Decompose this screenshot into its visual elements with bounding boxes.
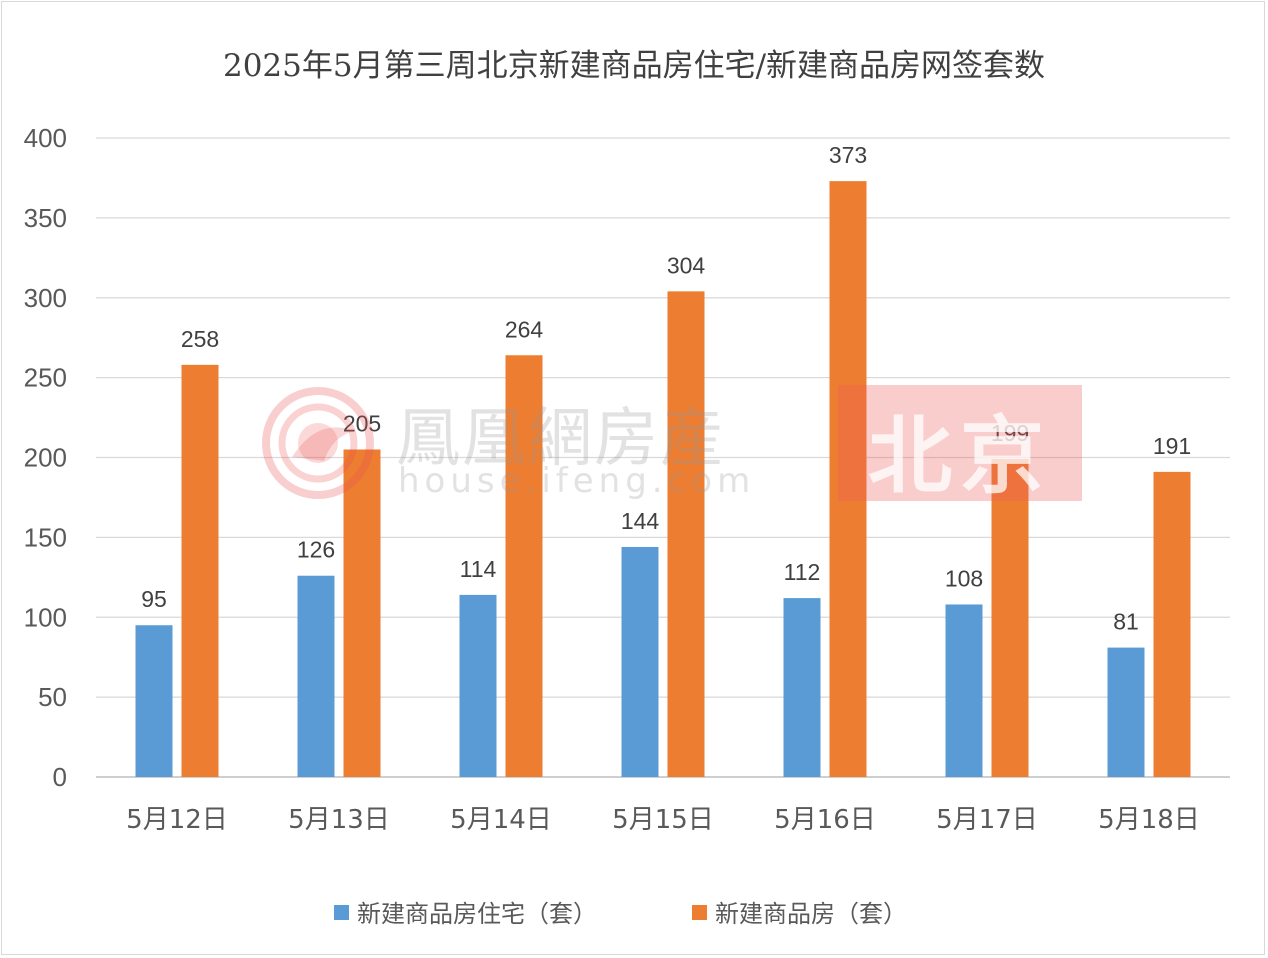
y-tick-label: 100 — [24, 602, 67, 632]
x-tick-label: 5月13日 — [288, 805, 390, 835]
x-tick-label: 5月17日 — [936, 805, 1038, 835]
y-tick-label: 400 — [24, 123, 67, 153]
data-label: 144 — [621, 508, 660, 534]
bar-total — [181, 364, 219, 777]
data-label: 373 — [829, 142, 867, 168]
x-tick-label: 5月15日 — [612, 805, 714, 835]
bar-residential — [1107, 647, 1145, 777]
x-tick-label: 5月16日 — [774, 805, 876, 835]
x-tick-label: 5月18日 — [1098, 805, 1200, 835]
bar-residential — [459, 594, 497, 777]
legend-swatch — [692, 905, 707, 920]
y-tick-label: 0 — [53, 762, 67, 792]
gridlines — [96, 137, 1230, 778]
bar-total — [829, 181, 867, 777]
y-axis-ticks: 0 50 100 150 200 250 300 350 400 — [24, 123, 67, 792]
bars — [135, 181, 1191, 777]
data-label: 264 — [505, 316, 544, 342]
y-tick-label: 350 — [24, 203, 67, 233]
bar-total — [1153, 471, 1191, 777]
x-tick-label: 5月12日 — [126, 805, 228, 835]
legend-label: 新建商品房（套） — [715, 900, 907, 928]
x-tick-label: 5月14日 — [450, 805, 552, 835]
bar-residential — [297, 575, 335, 777]
y-tick-label: 150 — [24, 522, 67, 552]
data-label: 108 — [945, 565, 983, 591]
bar-total — [505, 355, 543, 777]
legend-label: 新建商品房住宅（套） — [357, 900, 597, 928]
data-label: 205 — [343, 411, 381, 437]
legend-swatch — [334, 905, 349, 920]
bar-total — [343, 449, 381, 777]
data-label: 81 — [1113, 609, 1139, 635]
data-label: 304 — [667, 252, 706, 278]
bar-residential — [945, 604, 983, 777]
data-label: 95 — [141, 586, 167, 612]
data-label: 258 — [181, 326, 219, 352]
legend: 新建商品房住宅（套） 新建商品房（套） — [334, 900, 907, 928]
data-label: 112 — [784, 559, 821, 585]
bar-residential — [783, 598, 821, 777]
bar-residential — [621, 546, 659, 777]
y-tick-label: 200 — [24, 443, 67, 473]
y-tick-label: 250 — [24, 363, 67, 393]
chart-title: 2025年5月第三周北京新建商品房住宅/新建商品房网签套数 — [222, 48, 1046, 84]
data-label: 199 — [991, 420, 1029, 446]
bar-total — [991, 459, 1029, 777]
y-tick-label: 300 — [24, 283, 67, 313]
y-tick-label: 50 — [38, 682, 67, 712]
data-label: 114 — [460, 556, 497, 582]
data-labels: 95 258 126 205 114 264 144 304 112 373 108 199 81 191 — [141, 142, 1191, 634]
data-label: 126 — [297, 537, 335, 563]
bar-residential — [135, 625, 173, 777]
data-label: 191 — [1153, 433, 1191, 459]
x-axis-ticks: 5月12日 5月13日 5月14日 5月15日 5月16日 5月17日 5月18日 — [126, 805, 1200, 835]
bar-total — [667, 291, 705, 777]
